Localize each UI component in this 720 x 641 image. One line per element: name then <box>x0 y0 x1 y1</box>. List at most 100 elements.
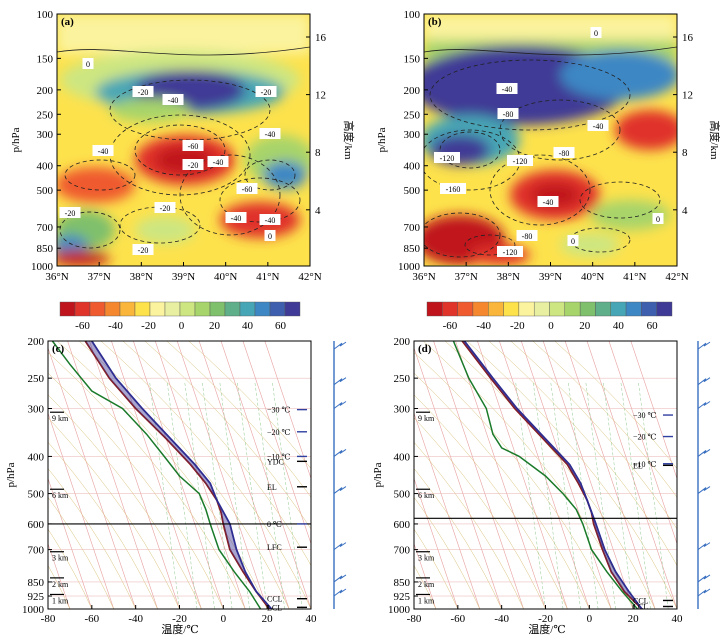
colorbar-swatch <box>254 301 271 317</box>
y-tick-label: 1000 <box>31 261 54 273</box>
wind-barb <box>333 449 347 457</box>
x-tick-label: 36°N <box>412 271 435 283</box>
x-tick-label: 40°N <box>214 271 237 283</box>
panel-b-contours <box>424 46 677 258</box>
dry-adiabat <box>122 341 311 566</box>
contour-line <box>424 212 501 258</box>
level-label: YDC <box>267 457 284 466</box>
level-label: −30 ℃ <box>633 411 657 420</box>
y-tick-label: 300 <box>37 129 54 141</box>
isotherm-line <box>542 341 634 609</box>
level-label: −20 ℃ <box>267 428 291 437</box>
contour-label-bg <box>259 214 281 225</box>
contour-label: -40 <box>231 214 242 223</box>
panel-b: (b) 36°N 37°N 38°N 39°N 40°N 41°N 42°N 100 150 20… <box>376 9 720 283</box>
colorbar-tick: 40 <box>242 320 254 332</box>
mixing-ratio-line <box>515 380 546 609</box>
contour-label: -40 <box>265 216 276 225</box>
y-tick-label: 200 <box>394 336 411 348</box>
x-tick-label: 40 <box>672 613 684 625</box>
colorbar-swatch <box>224 301 241 317</box>
isotherm-line <box>414 477 459 609</box>
mixing-ratio-line <box>637 380 669 609</box>
x-tick-label: 42°N <box>298 271 321 283</box>
dry-adiabat <box>414 394 568 609</box>
contour-label: -20 <box>65 209 76 218</box>
colorbar-swatch <box>442 301 458 317</box>
colorbar-swatch <box>134 301 151 317</box>
y-tick-label: 250 <box>394 373 411 385</box>
contour-label: -40 <box>502 85 513 94</box>
colorbar-swatch <box>269 301 286 317</box>
colorbar-swatch <box>533 301 550 317</box>
wind-barb <box>333 486 347 494</box>
dry-adiabat <box>488 341 677 566</box>
dry-adiabat <box>48 441 158 609</box>
isotherm-line <box>0 341 4 609</box>
panel-d-background-lines <box>414 341 677 609</box>
x-tick-label: 0 <box>587 613 593 625</box>
y-tick-label: 850 <box>28 577 45 589</box>
panel-d-wind-barbs <box>697 341 711 609</box>
wind-barb <box>333 377 347 386</box>
colorbar-tick: 20 <box>209 320 221 332</box>
contour-label-bg <box>434 152 460 163</box>
level-label: LCL <box>267 603 282 612</box>
panel-d-profiles <box>414 341 677 609</box>
y-tick-label: 925 <box>28 591 45 603</box>
y-tick-label: 150 <box>404 53 421 65</box>
wind-barb <box>697 377 711 386</box>
panel-d-ylabel: p/hPa <box>372 462 384 487</box>
colorbar-swatch <box>656 301 673 317</box>
y2-tick-label: 16 <box>315 32 327 44</box>
contour-line <box>429 59 631 131</box>
y-tick-label: 200 <box>28 336 45 348</box>
y-tick-label: 500 <box>37 185 54 197</box>
isotherm-line <box>220 341 311 609</box>
height-label: 3 km <box>418 554 435 563</box>
x-tick-label: -40 <box>128 613 143 625</box>
contour-label-bg <box>587 120 609 131</box>
wind-barb <box>697 449 711 457</box>
contour-label-bg <box>255 86 277 97</box>
wind-barb <box>697 341 711 350</box>
contour-line <box>439 131 501 169</box>
isotherm-line <box>630 341 677 480</box>
contour-label: -80 <box>559 149 570 158</box>
colorbar-swatch <box>564 301 581 317</box>
profile-line <box>463 341 643 609</box>
dry-adiabat <box>48 417 180 609</box>
height-label: 2 km <box>418 580 435 589</box>
contour-label-bg <box>132 244 154 255</box>
wind-barb <box>333 341 347 350</box>
contour-line <box>499 99 621 161</box>
level-label: −20 ℃ <box>633 433 657 442</box>
colorbar-swatch <box>457 301 474 317</box>
colorbar-left: -60 -40 -20 0 20 40 60 <box>59 301 301 332</box>
contour-line <box>489 154 591 226</box>
y-tick-label: 850 <box>37 243 54 255</box>
mixing-ratio-line <box>620 380 651 609</box>
dry-adiabat <box>48 564 71 609</box>
dry-adiabat <box>414 372 590 609</box>
mixing-ratio-line <box>201 380 233 609</box>
panel-a-axes: 36°N 37°N 38°N 39°N 40°N 41°N 42°N 100 150 200 250… <box>31 9 327 283</box>
contour-label: -120 <box>440 154 455 163</box>
contour-line <box>64 159 136 191</box>
y-tick-label: 700 <box>394 545 411 557</box>
dry-adiabat <box>532 341 677 498</box>
colorbar-tick: -60 <box>75 320 90 332</box>
y-tick-label: 600 <box>28 519 45 531</box>
mixing-ratio-line <box>602 380 634 609</box>
contour-label-bg <box>182 140 204 151</box>
wind-barb <box>697 588 711 597</box>
contour-label-bg <box>182 159 204 170</box>
contour-label: -120 <box>503 248 518 257</box>
dry-adiabat <box>554 341 677 469</box>
isotherm-line <box>48 542 71 609</box>
contour-label: 0 <box>571 237 575 246</box>
contour-label-bg <box>567 235 579 246</box>
panel-d: (d) -80 -60 -40 -20 0 20 40 200 250 300 400 500 600 7… <box>372 336 711 636</box>
